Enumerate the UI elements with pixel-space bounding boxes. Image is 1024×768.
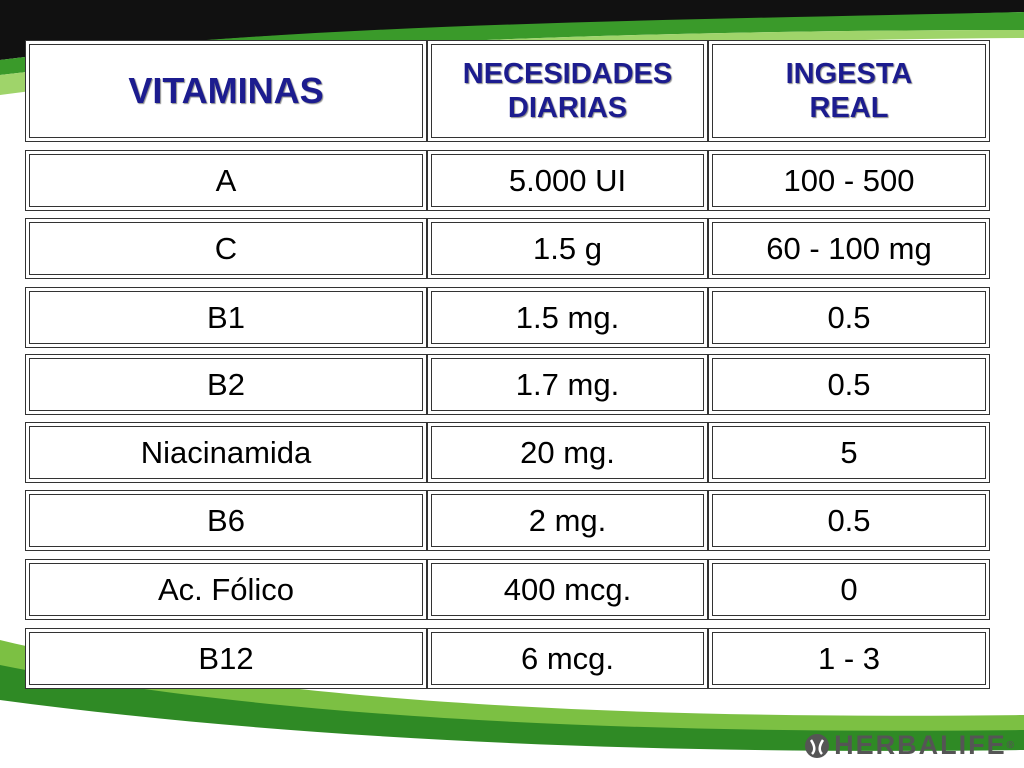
table-cell: 2 mg. [427,490,708,551]
table-cell: B6 [25,490,427,551]
cell-text: 400 mcg. [503,571,632,607]
table-cell: Ac. Fólico [25,559,427,620]
table-cell: Niacinamida [25,422,427,483]
bottom-white [0,700,1024,768]
logo-text: HERBALIFE [834,730,1007,760]
cell-text: B12 [198,640,254,676]
table-cell: A [25,150,427,211]
header-text: DIARIAS [507,92,628,124]
table-row: B12 6 mcg. 1 - 3 [25,628,990,689]
table-row: A 5.000 UI 100 - 500 [25,150,990,211]
top-swoosh [0,12,1024,75]
logo-icon [805,733,830,758]
table-cell: 6 mcg. [427,628,708,689]
cell-text: Ac. Fólico [157,571,295,607]
cell-text: 1.5 mg. [515,299,620,335]
table-row: B6 2 mg. 0.5 [25,490,990,551]
cell-text: 2 mg. [528,502,607,538]
logo: HERBALIFE ® [804,730,1014,761]
cell-text: 5.000 UI [508,162,627,198]
cell-text: C [214,230,238,266]
cell-text: 1.7 mg. [515,366,620,402]
logo-mark: ® [1006,740,1014,751]
header-text: INGESTA [785,58,913,90]
cell-text: 60 - 100 mg [766,230,932,266]
header-cell: VITAMINAS [25,40,427,142]
cell-text: 0.5 [827,502,871,538]
table-cell: 400 mcg. [427,559,708,620]
header-text: REAL [809,92,889,124]
cell-text: 1 - 3 [817,640,881,676]
table-cell: 0.5 [708,287,990,348]
cell-text: Niacinamida [140,434,312,470]
table-row: Niacinamida 20 mg. 5 [25,422,990,483]
table-cell: 60 - 100 mg [708,218,990,279]
table-cell: 5.000 UI [427,150,708,211]
table-cell: 20 mg. [427,422,708,483]
cell-text: B2 [207,366,245,402]
table-cell: 5 [708,422,990,483]
header-text: VITAMINAS [128,70,324,111]
cell-text: 1.5 g [533,230,602,266]
header-text: NECESIDADES [462,58,673,90]
table-cell: C [25,218,427,279]
cell-text: B6 [207,502,245,538]
table-cell: 1.5 mg. [427,287,708,348]
header-cell: INGESTA REAL [708,40,990,142]
table-cell: 1.7 mg. [427,354,708,415]
table-cell: 0.5 [708,490,990,551]
table-cell: 100 - 500 [708,150,990,211]
table-row: B2 1.7 mg. 0.5 [25,354,990,415]
table-cell: B2 [25,354,427,415]
cell-text: 0.5 [827,299,871,335]
table-row: Ac. Fólico 400 mcg. 0 [25,559,990,620]
cell-text: 100 - 500 [783,162,915,198]
cell-text: 0.5 [827,366,871,402]
table-cell: B1 [25,287,427,348]
table-cell: 0 [708,559,990,620]
table-row: C 1.5 g 60 - 100 mg [25,218,990,279]
table-row: B1 1.5 mg. 0.5 [25,287,990,348]
cell-text: B1 [207,299,245,335]
cell-text: A [215,162,237,198]
table-cell: B12 [25,628,427,689]
table-cell: 0.5 [708,354,990,415]
top-band [0,0,1024,60]
cell-text: 20 mg. [520,434,615,470]
cell-text: 0 [840,571,858,607]
table-cell: 1 - 3 [708,628,990,689]
cell-text: 5 [840,434,858,470]
header-cell: NECESIDADES DIARIAS [427,40,708,142]
cell-text: 6 mcg. [520,640,615,676]
header-row: VITAMINAS NECESIDADES DIARIAS INGESTA REAL [25,40,990,142]
table-cell: 1.5 g [427,218,708,279]
